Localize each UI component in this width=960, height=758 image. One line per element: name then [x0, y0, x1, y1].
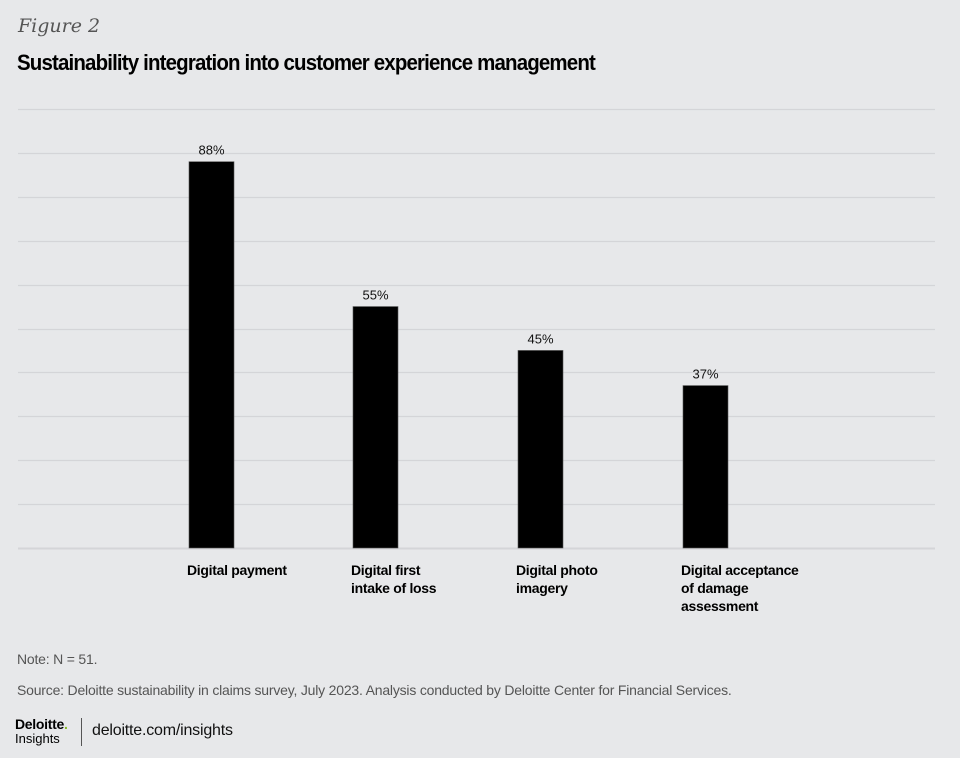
value-labels: 88% 55% 45% 37%	[198, 143, 718, 382]
deloitte-insights-logo: Deloitte. Insights	[15, 717, 68, 746]
bars	[188, 161, 729, 549]
category-label-line: intake of loss	[351, 580, 437, 596]
bar	[517, 350, 564, 549]
value-label: 37%	[692, 367, 718, 382]
gridlines	[18, 108, 935, 550]
value-label: 55%	[362, 288, 388, 303]
bar	[352, 306, 399, 549]
category-label-line: Digital acceptance	[681, 562, 799, 578]
category-label-line: Digital first	[351, 562, 421, 578]
category-label: Digital payment	[187, 561, 337, 579]
category-label-line: assessment	[681, 598, 759, 614]
bar-chart: 88% 55% 45% 37%	[18, 108, 935, 550]
bar	[188, 161, 235, 549]
category-label-line: of damage	[681, 580, 749, 596]
note-text: Note: N = 51.	[17, 651, 98, 667]
category-label: Digital acceptance of damage assessment	[681, 561, 831, 615]
logo-dot: .	[63, 716, 68, 732]
category-label-line: Digital payment	[187, 562, 287, 578]
chart-title: Sustainability integration into customer…	[17, 50, 596, 75]
figure-label: Figure 2	[18, 15, 101, 37]
category-label: Digital photo imagery	[516, 561, 666, 597]
category-label-line: imagery	[516, 580, 568, 596]
bar	[682, 385, 729, 549]
logo-divider	[81, 718, 82, 746]
source-text: Source: Deloitte sustainability in claim…	[17, 682, 732, 698]
category-label: Digital first intake of loss	[351, 561, 501, 597]
logo-sub: Insights	[15, 731, 60, 746]
category-label-line: Digital photo	[516, 562, 598, 578]
footer-url[interactable]: deloitte.com/insights	[92, 722, 233, 739]
logo-brand: Deloitte	[15, 716, 64, 732]
value-label: 45%	[527, 331, 553, 346]
value-label: 88%	[198, 143, 224, 158]
